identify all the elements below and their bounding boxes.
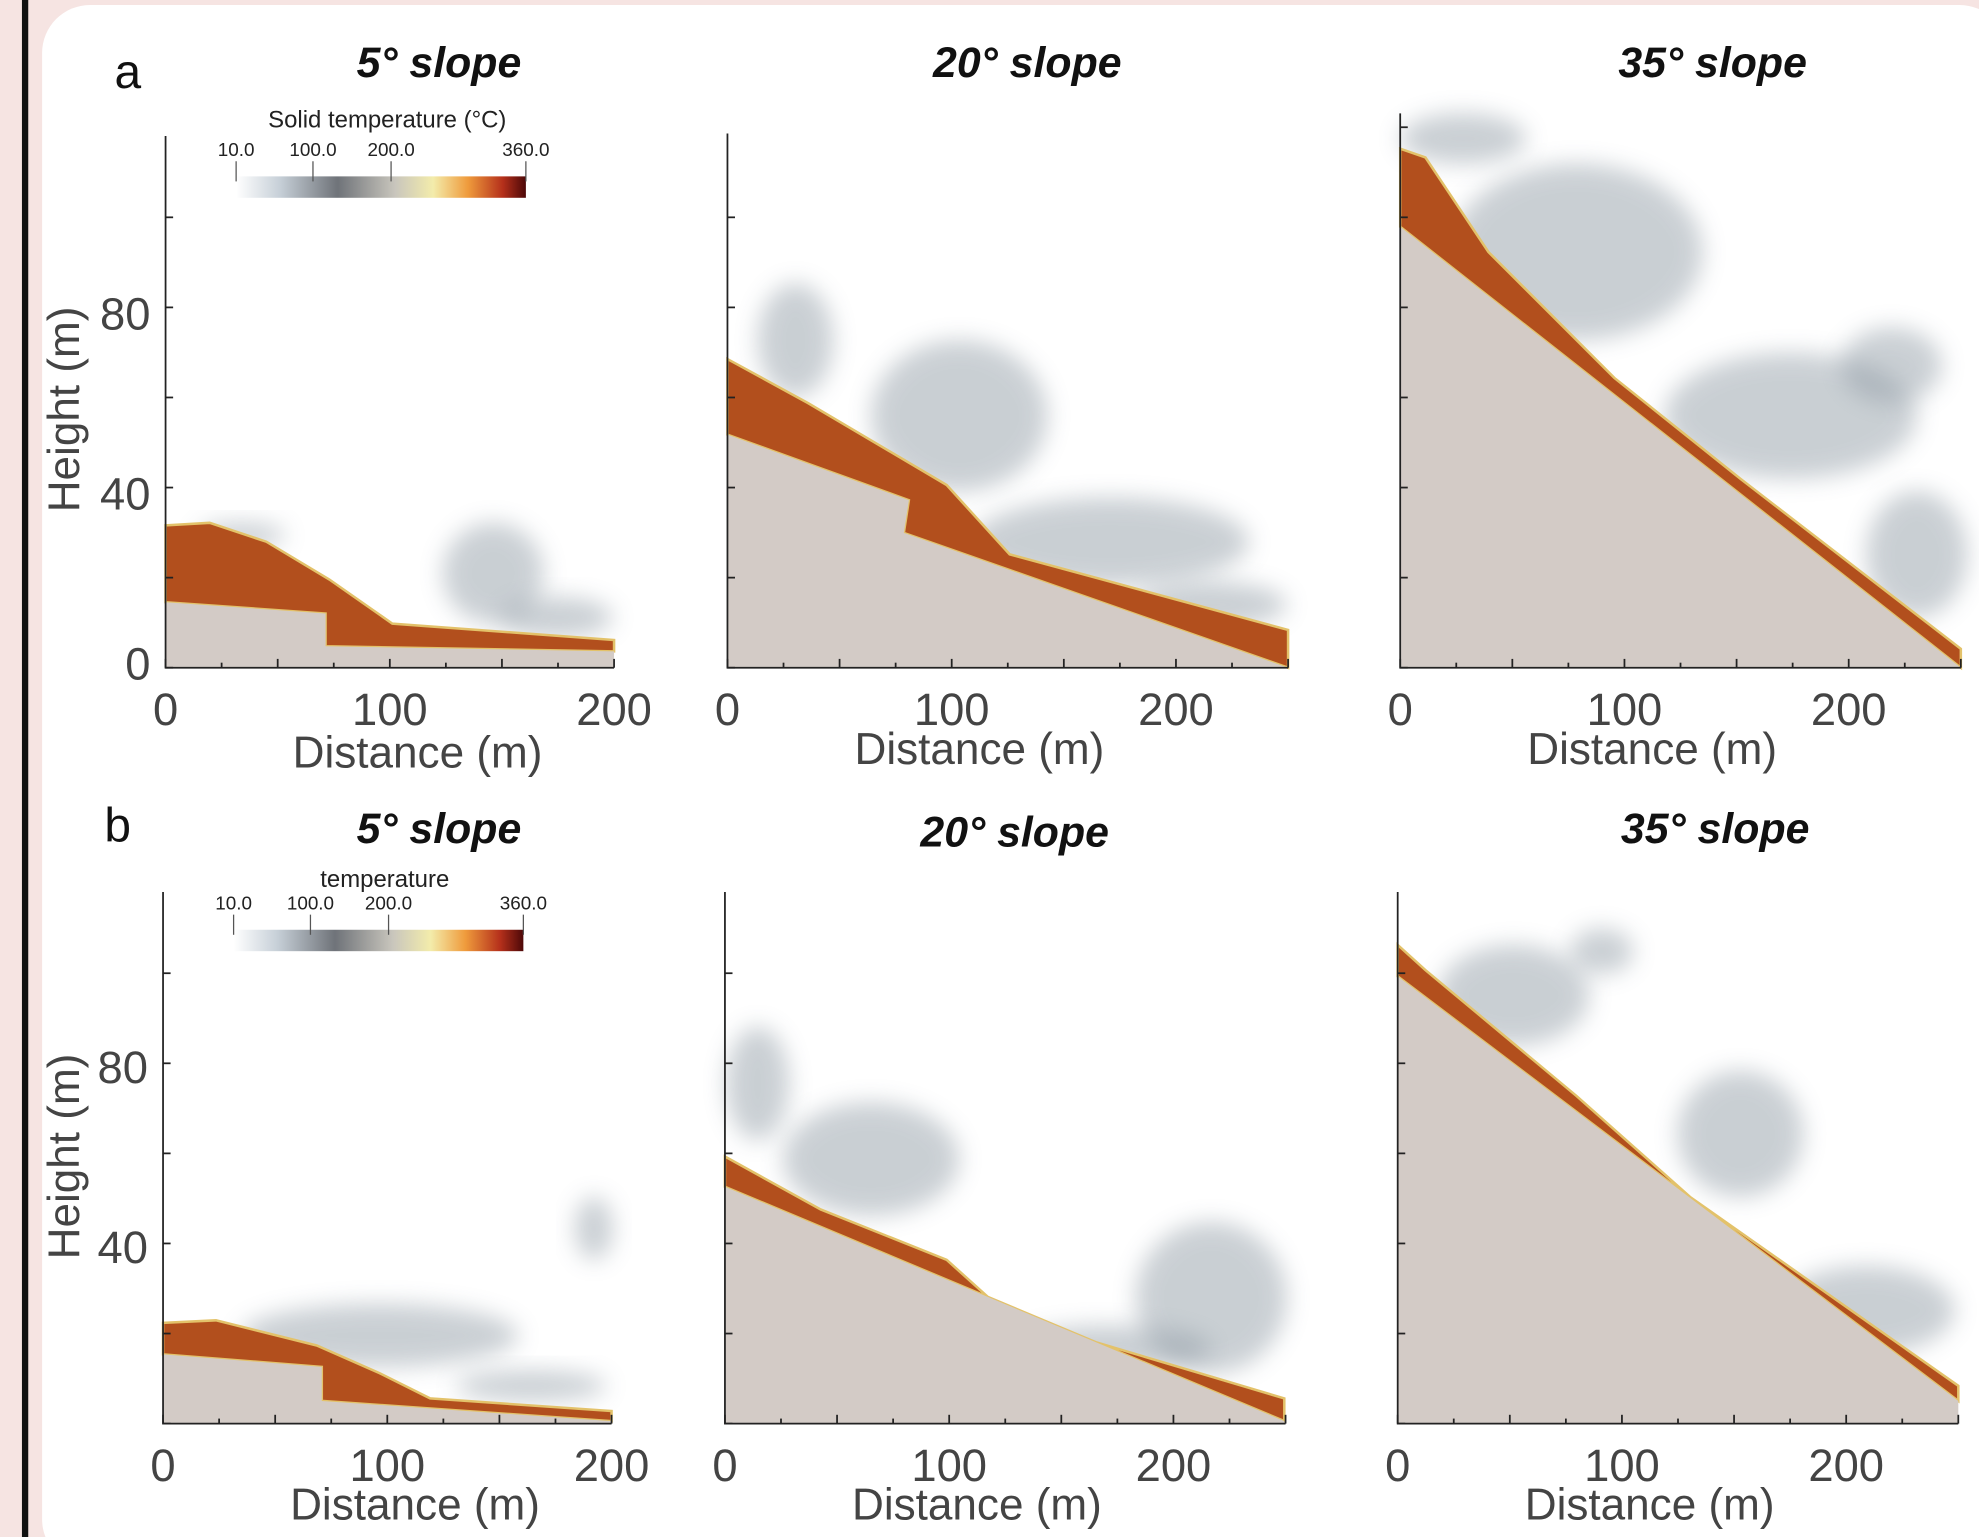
x-tick-label: 0 [150, 1440, 175, 1491]
simulation-shapes [161, 113, 1968, 1424]
x-tick-label: 0 [153, 684, 178, 735]
x-tick-label: 0 [1385, 1440, 1410, 1491]
panel-label: a [114, 46, 141, 99]
colorbar-tick-label: 360.0 [500, 894, 547, 915]
y-tick-label: 0 [125, 639, 150, 690]
x-axis-label: Distance (m) [290, 1481, 540, 1530]
x-tick-label: 0 [715, 684, 740, 735]
x-tick-label: 100 [352, 684, 428, 735]
colorbar-title: temperature [320, 866, 449, 893]
colorbar-tick-label: 200.0 [365, 894, 412, 915]
y-axis-label: Height (m) [40, 307, 89, 513]
x-tick-label: 100 [349, 1440, 425, 1491]
side-bar [21, 0, 29, 1537]
colorbar-tick-label: 100.0 [287, 894, 334, 915]
x-tick-label: 200 [1136, 1440, 1212, 1491]
y-tick-label: 40 [97, 1222, 147, 1273]
plot-title: 5° slope [357, 805, 522, 853]
x-tick-label: 200 [576, 684, 652, 735]
colorbar-tick-label: 10.0 [218, 140, 255, 161]
x-tick-label: 100 [1587, 684, 1663, 735]
colorbar-tick-label: 200.0 [367, 140, 414, 161]
panel-label: b [104, 800, 131, 853]
y-tick-label: 40 [100, 469, 150, 520]
colorbar-title: Solid temperature (°C) [268, 106, 506, 133]
x-tick-label: 100 [911, 1440, 987, 1491]
colorbar-tick-label: 360.0 [502, 140, 549, 161]
colorbar-tick-label: 10.0 [215, 894, 252, 915]
x-tick-label: 200 [1808, 1440, 1884, 1491]
y-tick-label: 80 [100, 288, 150, 339]
y-axis-label: Height (m) [40, 1054, 89, 1260]
x-axis-label: Distance (m) [293, 729, 543, 778]
x-tick-label: 200 [1811, 684, 1887, 735]
x-tick-label: 200 [574, 1440, 650, 1491]
x-axis-label: Distance (m) [852, 1481, 1102, 1530]
colorbar [236, 176, 526, 198]
plot-title: 5° slope [357, 39, 522, 87]
x-tick-label: 0 [712, 1440, 737, 1491]
y-tick-label: 80 [97, 1042, 147, 1093]
plot-title: 35° slope [1621, 805, 1810, 853]
x-tick-label: 100 [914, 684, 990, 735]
x-tick-label: 0 [1388, 684, 1413, 735]
x-tick-label: 100 [1584, 1440, 1660, 1491]
x-axis-label: Distance (m) [1525, 1481, 1775, 1530]
plot-title: 35° slope [1618, 39, 1807, 87]
x-axis-label: Distance (m) [855, 725, 1105, 774]
x-axis-label: Distance (m) [1527, 725, 1777, 774]
x-tick-label: 200 [1138, 684, 1214, 735]
plot-title: 20° slope [932, 39, 1122, 87]
colorbar [233, 929, 524, 952]
plot-title: 20° slope [919, 809, 1109, 857]
colorbar-tick-label: 100.0 [289, 140, 336, 161]
